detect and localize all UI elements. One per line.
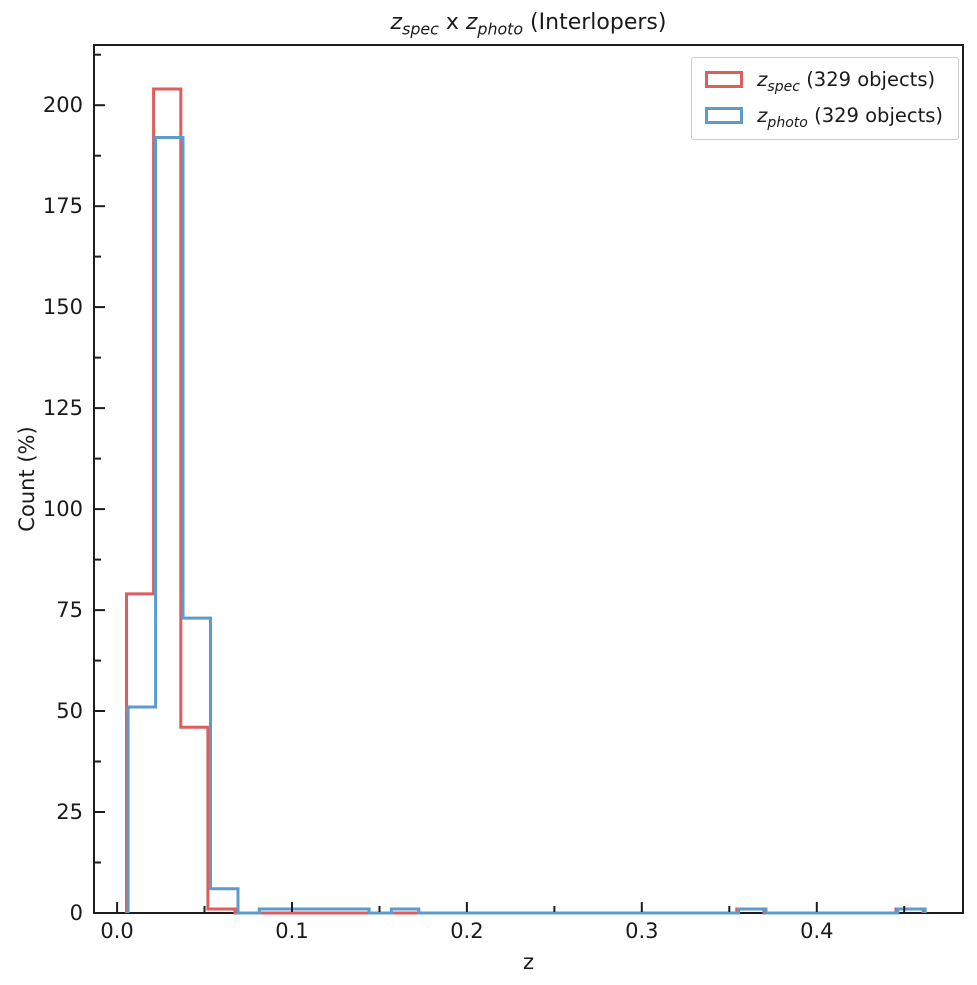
legend-label: zspec (329 objects) [757,68,936,95]
axis-ticks [95,53,906,914]
x-tick-label: 0.1 [275,919,308,943]
plot-frame [93,44,964,914]
legend-swatch-icon [705,71,744,88]
y-tick-label: 125 [43,396,83,420]
series-zspec [125,87,925,915]
y-tick-label: 100 [43,497,83,521]
x-tick-label: 0.4 [800,919,833,943]
x-axis-label: z [522,950,535,974]
legend: zspec (329 objects) zphoto (329 objects) [691,57,959,140]
x-tick-label: 0.0 [100,919,133,943]
x-tick-label: 0.3 [625,919,658,943]
y-tick-label: 0 [70,901,83,925]
y-axis-label: Count (%) [15,426,39,532]
y-tick-label: 150 [43,295,83,319]
legend-label: zphoto (329 objects) [757,104,943,131]
legend-entry-zphoto: zphoto (329 objects) [705,104,943,131]
y-tick-label: 25 [56,800,83,824]
y-tick-label: 50 [56,699,83,723]
x-tick-label: 0.2 [450,919,483,943]
y-tick-label: 75 [56,598,83,622]
legend-entry-zspec: zspec (329 objects) [705,68,943,95]
legend-swatch-icon [705,107,744,124]
y-tick-label: 200 [43,93,83,117]
series-zphoto [126,136,927,915]
y-tick-label: 175 [43,194,83,218]
chart-title: zspec x zphoto (Interlopers) [390,10,667,39]
